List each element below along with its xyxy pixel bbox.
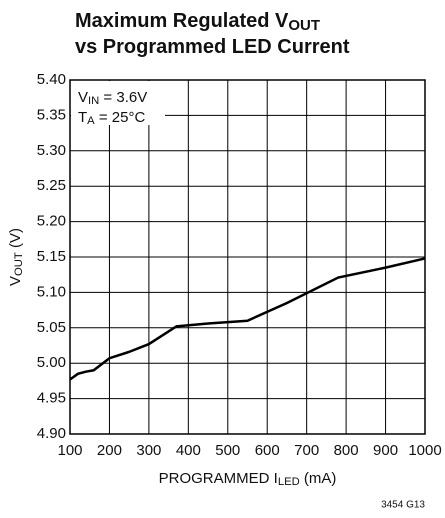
- footnote: 3454 G13: [381, 500, 425, 511]
- chart-title: Maximum Regulated VOUT: [75, 10, 320, 34]
- subscript: OUT: [288, 17, 320, 34]
- text-part: Maximum Regulated V: [75, 10, 289, 32]
- y-tick-label: 5.35: [37, 106, 66, 123]
- text-part: = 3.6V: [99, 89, 147, 106]
- x-tick-label: 900: [373, 442, 398, 459]
- text-part: V: [78, 89, 88, 106]
- text-part: = 25°C: [95, 109, 146, 126]
- y-tick-label: 5.00: [37, 354, 66, 371]
- x-tick-label: 800: [334, 442, 359, 459]
- text-part: V: [7, 276, 24, 286]
- text-part: PROGRAMMED I: [159, 470, 278, 487]
- subscript: OUT: [13, 252, 25, 276]
- x-tick-label: 200: [97, 442, 122, 459]
- x-tick-label: 300: [136, 442, 161, 459]
- y-tick-label: 5.05: [37, 319, 66, 336]
- y-axis-label: VOUT (V): [7, 228, 25, 286]
- annotation: TA = 25°C: [78, 109, 145, 127]
- text-part: (mA): [300, 470, 337, 487]
- subscript: LED: [278, 476, 300, 488]
- y-tick-label: 4.90: [37, 425, 66, 442]
- chart-title: vs Programmed LED Current: [75, 36, 350, 58]
- x-axis-label: PROGRAMMED ILED (mA): [159, 470, 337, 488]
- text-part: T: [78, 109, 87, 126]
- y-tick-label: 5.10: [37, 283, 66, 300]
- x-tick-label: 400: [176, 442, 201, 459]
- subscript: IN: [88, 95, 99, 107]
- x-tick-label: 1000: [408, 442, 441, 459]
- data-line: [69, 257, 426, 381]
- y-tick-label: 5.40: [37, 71, 66, 88]
- plot-frame: [69, 79, 426, 435]
- y-tick-label: 5.25: [37, 177, 66, 194]
- annotation-box: [71, 81, 165, 125]
- annotation: VIN = 3.6V: [78, 89, 147, 107]
- text-part: vs Programmed LED Current: [75, 36, 350, 58]
- y-tick-label: 5.15: [37, 248, 66, 265]
- text-part: (V): [7, 228, 24, 252]
- subscript: A: [87, 115, 95, 127]
- y-tick-label: 5.30: [37, 142, 66, 159]
- x-tick-label: 600: [255, 442, 280, 459]
- y-tick-label: 4.95: [37, 390, 66, 407]
- x-tick-label: 500: [215, 442, 240, 459]
- y-tick-label: 5.20: [37, 213, 66, 230]
- x-tick-label: 100: [57, 442, 82, 459]
- x-tick-label: 700: [294, 442, 319, 459]
